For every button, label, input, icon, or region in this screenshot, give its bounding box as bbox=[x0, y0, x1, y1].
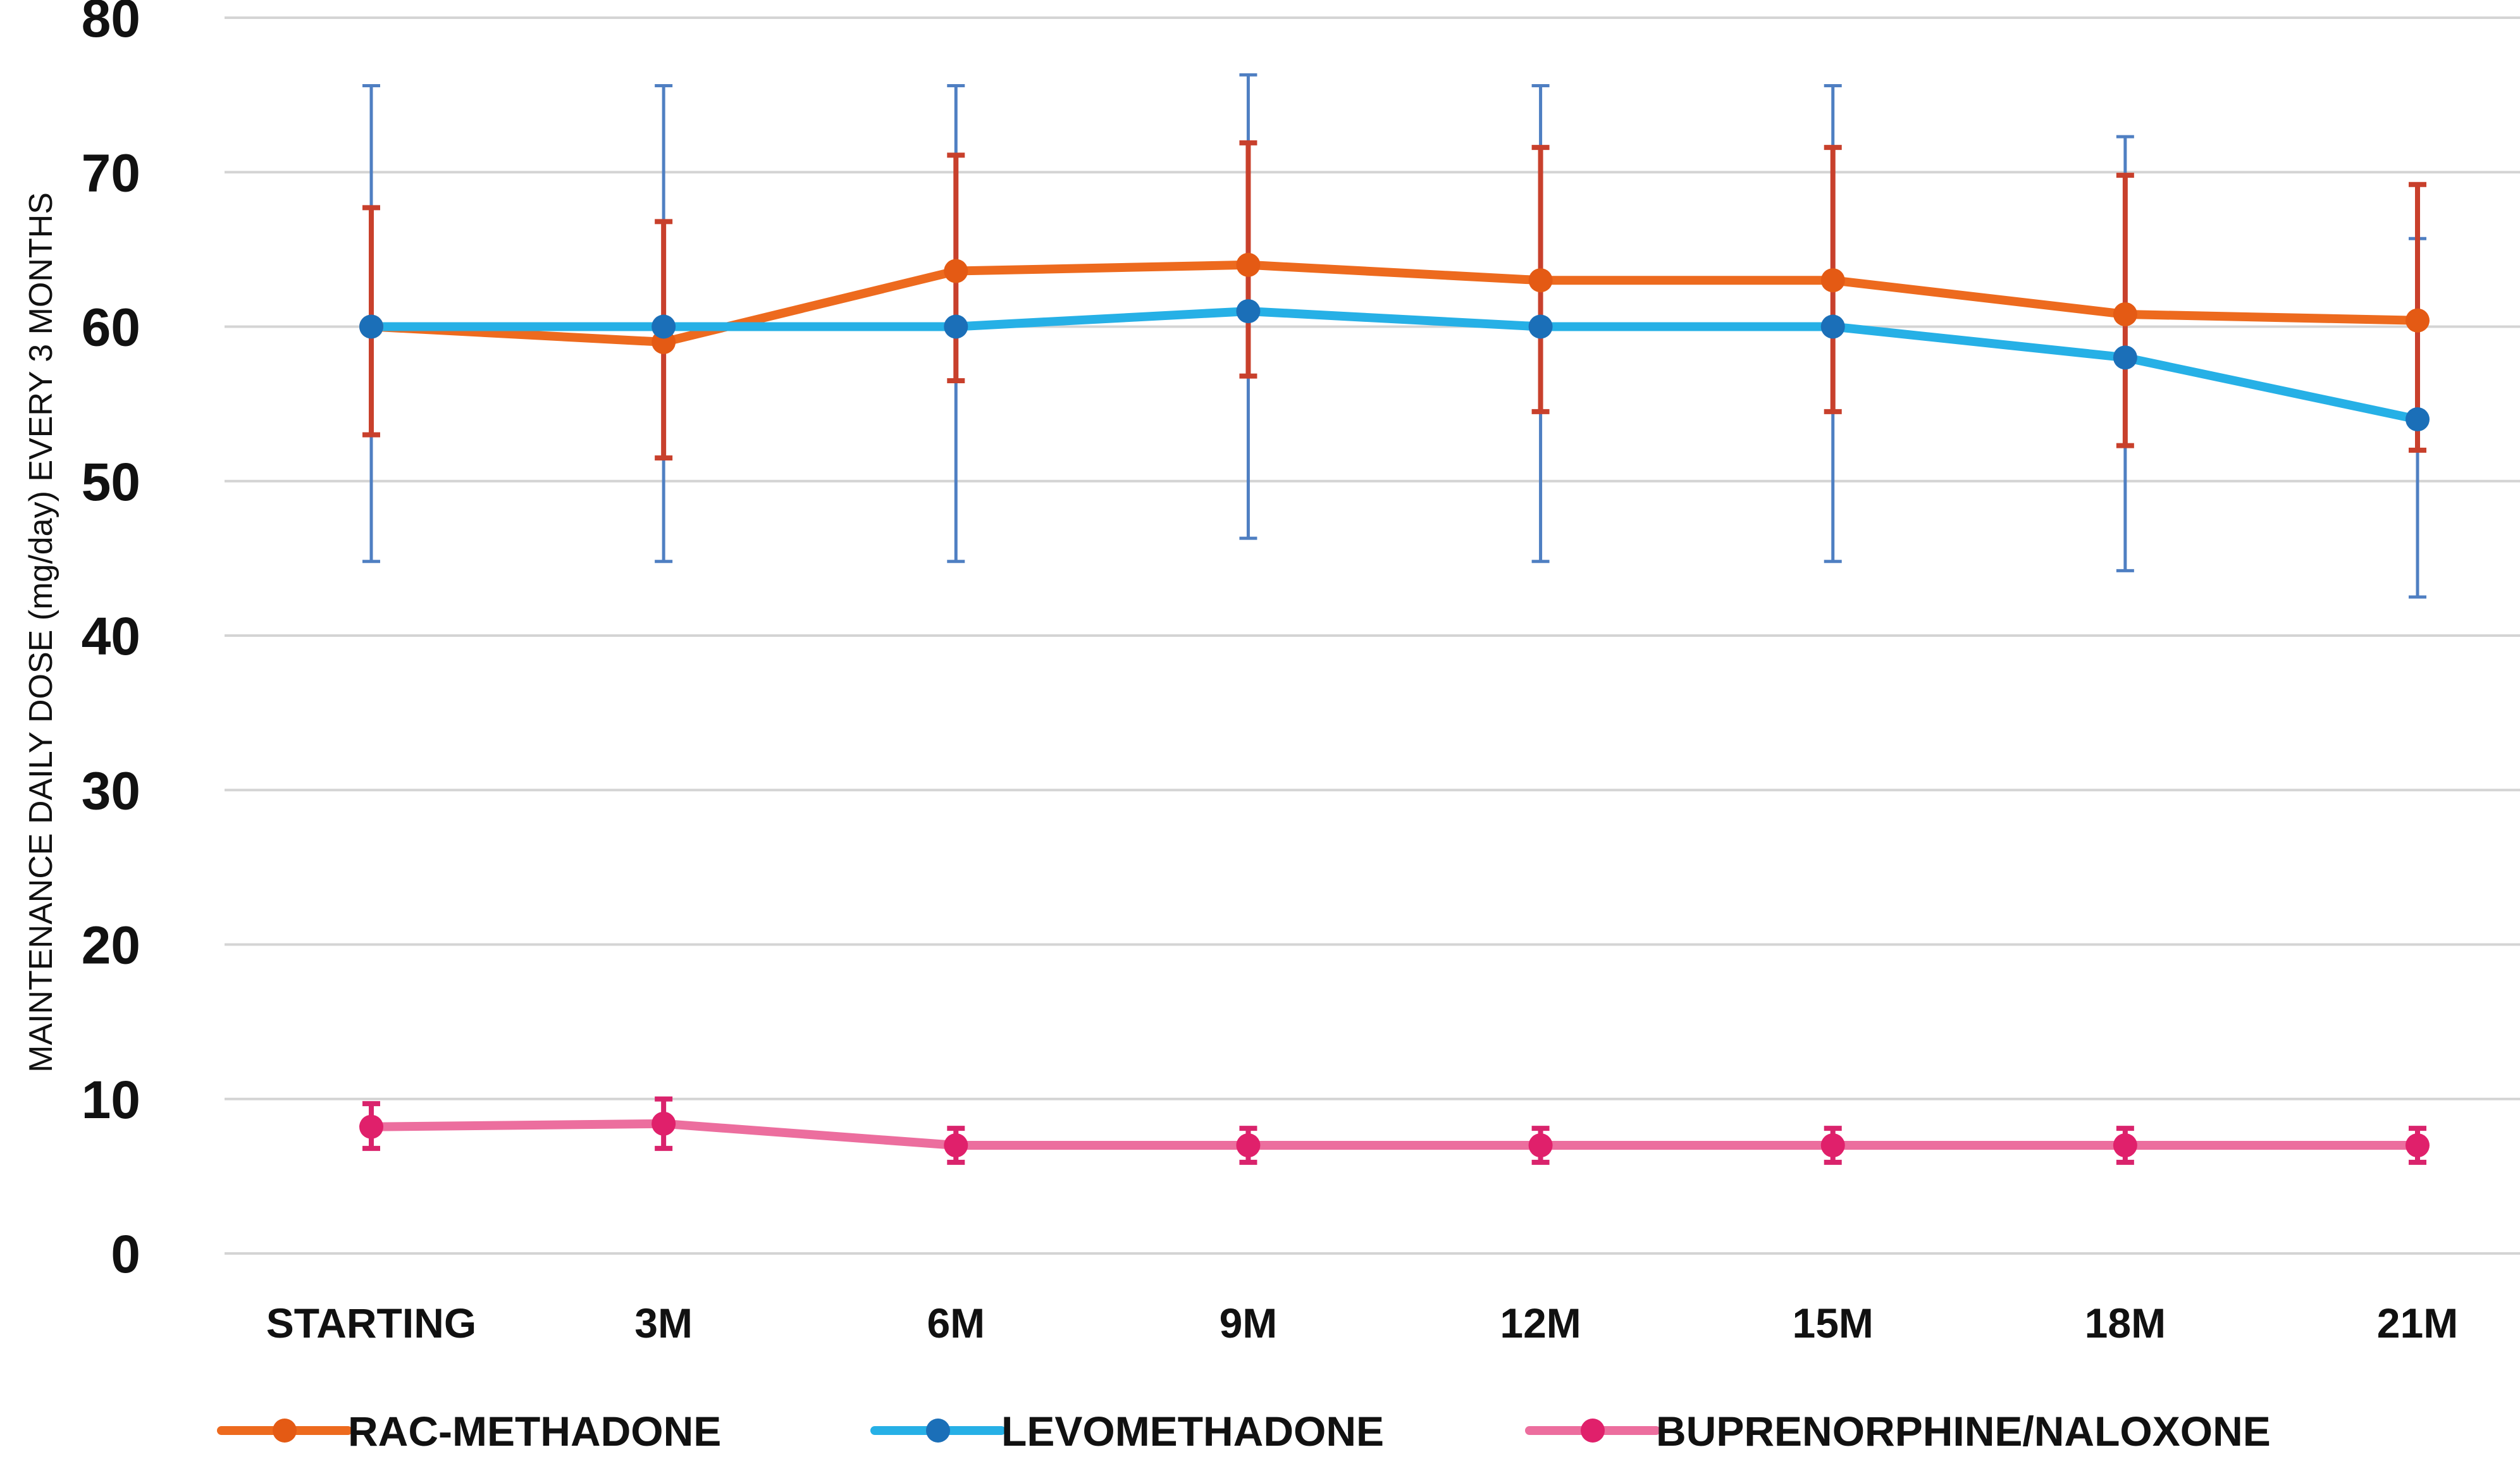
data-point-levomethadone bbox=[652, 314, 676, 339]
data-point-levomethadone bbox=[2406, 407, 2430, 432]
series-lines bbox=[367, 260, 2422, 1150]
legend-swatch-marker bbox=[273, 1419, 297, 1443]
data-point-buprenorphine-naloxone bbox=[944, 1133, 968, 1158]
series-line-levomethadone bbox=[367, 307, 2422, 424]
data-point-levomethadone bbox=[1236, 299, 1261, 324]
x-tick-label: 15M bbox=[1793, 1300, 1874, 1346]
y-axis-title: MAINTENANCE DAILY DOSE (mg/day) EVERY 3 … bbox=[23, 192, 59, 1073]
legend-swatch-marker bbox=[1581, 1419, 1605, 1443]
data-point-rac-methadone bbox=[1236, 252, 1261, 277]
y-tick-label: 50 bbox=[82, 452, 140, 512]
data-point-levomethadone bbox=[944, 314, 968, 339]
data-point-rac-methadone bbox=[1820, 268, 1845, 293]
data-point-buprenorphine-naloxone bbox=[1236, 1133, 1261, 1158]
data-point-rac-methadone bbox=[1528, 268, 1553, 293]
gridlines bbox=[225, 16, 2520, 1255]
data-point-buprenorphine-naloxone bbox=[359, 1114, 383, 1139]
data-point-levomethadone bbox=[1820, 314, 1845, 339]
y-axis-ticks: 0 10 20 30 40 50 60 70 80 bbox=[82, 0, 140, 1284]
data-point-buprenorphine-naloxone bbox=[2406, 1133, 2430, 1158]
y-tick-label: 0 bbox=[111, 1224, 140, 1284]
legend-label-levomethadone: LEVOMETHADONE bbox=[1001, 1408, 1384, 1455]
x-tick-label: 21M bbox=[2377, 1300, 2458, 1346]
data-point-rac-methadone bbox=[944, 259, 968, 283]
y-tick-label: 80 bbox=[82, 0, 140, 48]
y-tick-label: 70 bbox=[82, 143, 140, 202]
series-points bbox=[359, 252, 2430, 1158]
x-tick-label: 9M bbox=[1220, 1300, 1278, 1346]
y-tick-label: 30 bbox=[82, 761, 140, 820]
data-point-levomethadone bbox=[359, 314, 383, 339]
x-tick-label: 12M bbox=[1500, 1300, 1581, 1346]
x-tick-label: 3M bbox=[634, 1300, 693, 1346]
data-point-rac-methadone bbox=[2113, 302, 2137, 326]
error-bars bbox=[362, 73, 2426, 1165]
data-point-levomethadone bbox=[2113, 345, 2137, 370]
x-tick-label: 6M bbox=[927, 1300, 985, 1346]
legend-swatch-marker bbox=[926, 1419, 950, 1443]
data-point-buprenorphine-naloxone bbox=[1528, 1133, 1553, 1158]
data-point-levomethadone bbox=[1528, 314, 1553, 339]
legend: RAC-METHADONE LEVOMETHADONE BUPRENORPHINE/… bbox=[217, 1408, 2271, 1455]
y-tick-label: 60 bbox=[82, 298, 140, 357]
legend-label-buprenorphine-naloxone: BUPRENORPHINE/NALOXONE bbox=[1656, 1408, 2271, 1455]
data-point-buprenorphine-naloxone bbox=[1820, 1133, 1845, 1158]
y-tick-label: 10 bbox=[82, 1070, 140, 1130]
data-point-rac-methadone bbox=[2406, 308, 2430, 333]
data-point-buprenorphine-naloxone bbox=[2113, 1133, 2137, 1158]
data-point-buprenorphine-naloxone bbox=[652, 1111, 676, 1136]
y-tick-label: 40 bbox=[82, 606, 140, 666]
series-line-buprenorphine-naloxone bbox=[367, 1119, 2422, 1150]
x-tick-label: STARTING bbox=[266, 1300, 476, 1346]
x-tick-label: 18M bbox=[2085, 1300, 2166, 1346]
legend-label-rac-methadone: RAC-METHADONE bbox=[348, 1408, 721, 1455]
x-axis-ticks: STARTING 3M 6M 9M 12M 15M 18M 21M bbox=[266, 1300, 2458, 1346]
y-tick-label: 20 bbox=[82, 916, 140, 975]
